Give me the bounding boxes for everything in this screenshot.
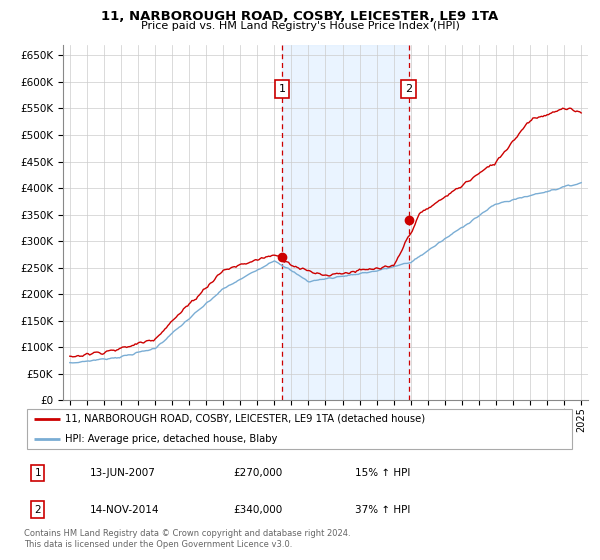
Text: 2: 2: [34, 505, 41, 515]
Text: HPI: Average price, detached house, Blaby: HPI: Average price, detached house, Blab…: [65, 434, 278, 444]
Text: 2: 2: [405, 84, 412, 94]
Text: Price paid vs. HM Land Registry's House Price Index (HPI): Price paid vs. HM Land Registry's House …: [140, 21, 460, 31]
Text: 1: 1: [34, 468, 41, 478]
FancyBboxPatch shape: [27, 409, 572, 449]
Text: 11, NARBOROUGH ROAD, COSBY, LEICESTER, LE9 1TA: 11, NARBOROUGH ROAD, COSBY, LEICESTER, L…: [101, 10, 499, 22]
Bar: [282, 45, 409, 400]
Text: 14-NOV-2014: 14-NOV-2014: [90, 505, 160, 515]
Text: 1: 1: [278, 84, 286, 94]
Text: Contains HM Land Registry data © Crown copyright and database right 2024.
This d: Contains HM Land Registry data © Crown c…: [24, 529, 350, 549]
Text: 15% ↑ HPI: 15% ↑ HPI: [355, 468, 410, 478]
Text: 11, NARBOROUGH ROAD, COSBY, LEICESTER, LE9 1TA (detached house): 11, NARBOROUGH ROAD, COSBY, LEICESTER, L…: [65, 414, 425, 424]
Text: 13-JUN-2007: 13-JUN-2007: [90, 468, 156, 478]
Text: £340,000: £340,000: [234, 505, 283, 515]
Text: 37% ↑ HPI: 37% ↑ HPI: [355, 505, 410, 515]
Text: £270,000: £270,000: [234, 468, 283, 478]
